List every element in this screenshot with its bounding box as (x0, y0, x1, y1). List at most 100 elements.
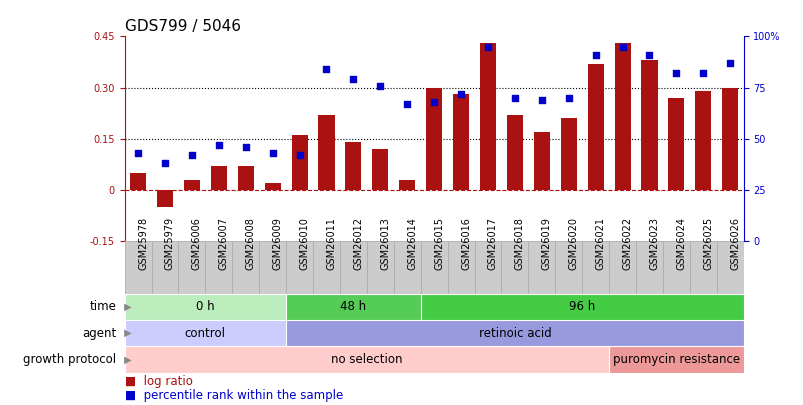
Text: control: control (185, 326, 226, 340)
Point (589, 51, 601, 58)
Text: 0 h: 0 h (196, 300, 214, 313)
Bar (232, 241, 259, 294)
Text: ▶: ▶ (120, 302, 131, 312)
Bar (447, 241, 474, 294)
Bar (157, 190, 173, 207)
Bar (130, 173, 146, 190)
Point (347, 76, 360, 83)
Text: ■  percentile rank within the sample: ■ percentile rank within the sample (124, 389, 342, 402)
Bar (238, 166, 254, 190)
Text: ▶: ▶ (120, 328, 131, 338)
Text: GSM26011: GSM26011 (326, 217, 336, 270)
Bar (533, 132, 549, 190)
Bar (560, 118, 576, 190)
Bar (452, 94, 469, 190)
Bar (506, 115, 522, 190)
Text: GSM26014: GSM26014 (407, 217, 417, 270)
Bar (286, 241, 312, 294)
Point (561, 95, 574, 101)
Bar (340, 241, 366, 294)
Bar (372, 149, 388, 190)
Bar (613, 43, 630, 190)
Bar (312, 241, 340, 294)
Bar (291, 135, 308, 190)
Text: time: time (90, 300, 116, 313)
Text: GSM26017: GSM26017 (487, 217, 497, 270)
Bar (286, 320, 743, 346)
Bar (609, 346, 743, 373)
Bar (420, 241, 447, 294)
Text: GSM26026: GSM26026 (729, 217, 740, 270)
Text: GSM25978: GSM25978 (138, 217, 148, 270)
Point (158, 160, 171, 166)
Text: GSM26019: GSM26019 (541, 217, 551, 270)
Bar (124, 320, 286, 346)
Bar (259, 241, 286, 294)
Text: GSM26025: GSM26025 (703, 217, 712, 270)
Bar (426, 87, 442, 190)
Bar (124, 241, 151, 294)
Point (615, 43, 628, 50)
Bar (124, 294, 286, 320)
Bar (393, 241, 420, 294)
Bar (366, 241, 393, 294)
Text: GSM26021: GSM26021 (595, 217, 605, 270)
Point (535, 97, 548, 103)
Bar (555, 241, 581, 294)
Bar (318, 115, 334, 190)
Point (723, 60, 736, 66)
Bar (716, 241, 743, 294)
Bar (641, 60, 657, 190)
Text: 48 h: 48 h (340, 300, 366, 313)
Text: ▶: ▶ (120, 354, 131, 364)
Bar (635, 241, 662, 294)
Point (320, 66, 332, 72)
Point (481, 43, 494, 50)
Bar (345, 142, 361, 190)
Bar (398, 180, 415, 190)
Point (696, 70, 709, 77)
Point (266, 150, 279, 156)
Bar (205, 241, 232, 294)
Point (239, 144, 252, 150)
Bar (151, 241, 178, 294)
Text: GSM26023: GSM26023 (649, 217, 658, 270)
Text: ■  log ratio: ■ log ratio (124, 375, 192, 388)
Bar (528, 241, 555, 294)
Bar (609, 241, 635, 294)
Bar (210, 166, 226, 190)
Point (454, 90, 467, 97)
Bar (474, 241, 501, 294)
Bar (479, 43, 495, 190)
Bar (689, 241, 716, 294)
Point (669, 70, 682, 77)
Text: GSM26018: GSM26018 (514, 217, 524, 270)
Text: GSM26007: GSM26007 (218, 217, 229, 270)
Bar (501, 241, 528, 294)
Bar (286, 294, 420, 320)
Text: GSM26016: GSM26016 (460, 217, 471, 270)
Text: GSM26020: GSM26020 (568, 217, 578, 270)
Text: GSM26024: GSM26024 (675, 217, 686, 270)
Text: puromycin resistance: puromycin resistance (612, 353, 739, 366)
Text: GSM26013: GSM26013 (380, 217, 389, 270)
Text: GSM26006: GSM26006 (192, 217, 202, 270)
Bar (581, 241, 609, 294)
Text: no selection: no selection (331, 353, 402, 366)
Text: growth protocol: growth protocol (23, 353, 116, 366)
Point (212, 142, 225, 148)
Text: GSM26009: GSM26009 (272, 217, 283, 270)
Text: GSM26022: GSM26022 (622, 217, 632, 270)
Bar (662, 241, 689, 294)
Text: GSM26012: GSM26012 (353, 217, 363, 270)
Bar (667, 98, 683, 190)
Bar (178, 241, 205, 294)
Point (373, 82, 386, 89)
Bar (184, 180, 200, 190)
Point (507, 95, 520, 101)
Text: GSM26015: GSM26015 (434, 217, 443, 270)
Text: 96 h: 96 h (569, 300, 594, 313)
Point (293, 152, 306, 158)
Bar (124, 346, 609, 373)
Point (132, 150, 145, 156)
